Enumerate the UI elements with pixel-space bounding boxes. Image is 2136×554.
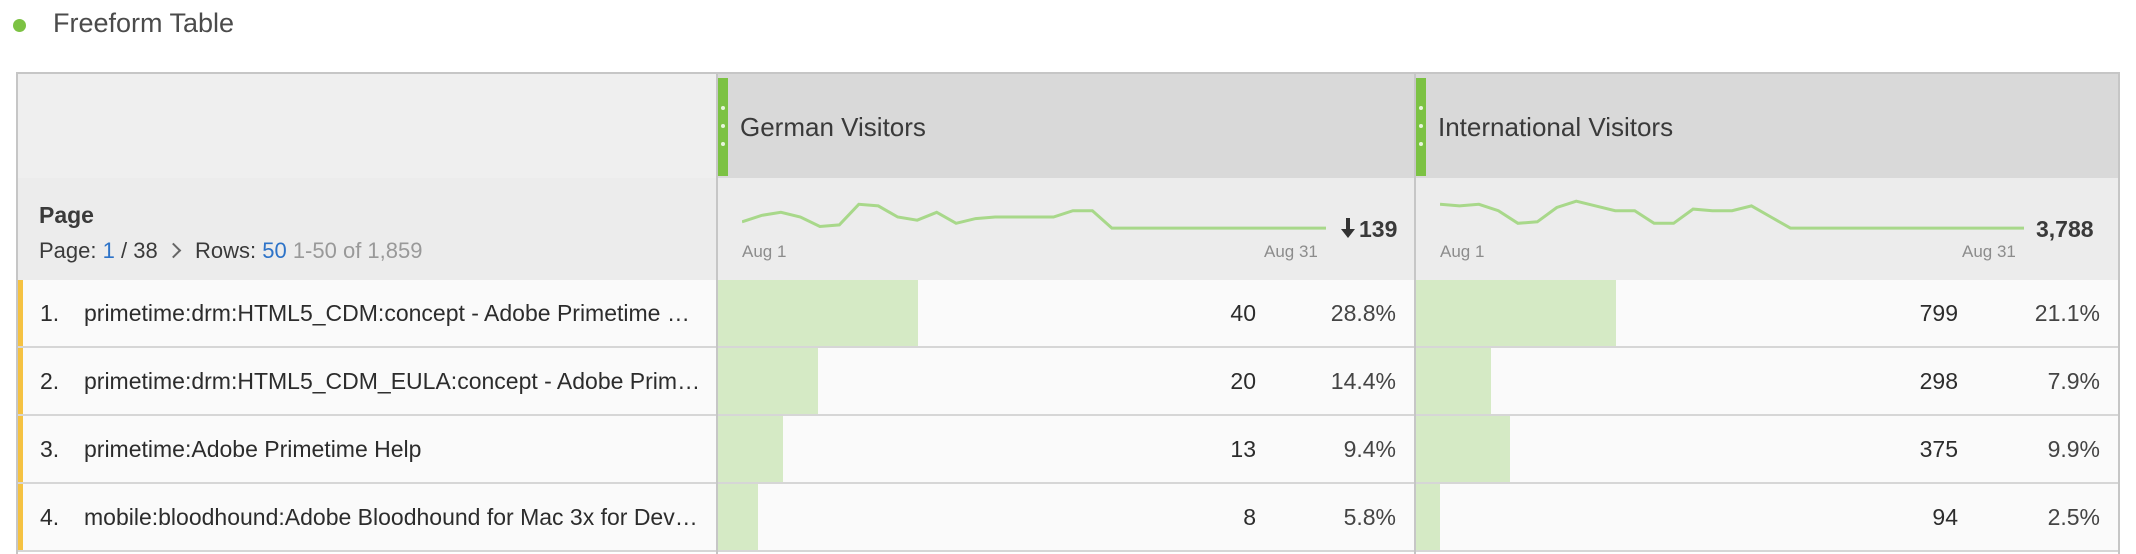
metric-cell[interactable]: 13 9.4% [718, 416, 1414, 482]
row-label[interactable]: primetime:Adobe Primetime Help [84, 436, 422, 462]
metric-value: 8 [1243, 504, 1256, 530]
total-german-visitors: 139 [1340, 216, 1397, 243]
table-header: German Visitors International Visitors [18, 74, 2118, 180]
metric-value: 799 [1919, 300, 1958, 326]
total-international-visitors: 3,788 [2036, 216, 2094, 242]
panel-header: Freeform Table [0, 0, 600, 54]
sparkline-german-visitors [742, 202, 1326, 230]
table-row[interactable]: 1. primetime:drm:HTML5_CDM:concept - Ado… [18, 280, 2118, 348]
metric-bar [1416, 280, 1616, 346]
total-value: 139 [1359, 216, 1398, 242]
metric-bar [718, 280, 918, 346]
metric-bar [1416, 484, 1440, 550]
metric-value: 13 [1230, 436, 1256, 462]
pagination: Page: 1 / 38 Rows: 50 1-50 of 1,859 [39, 238, 422, 264]
metric-cell[interactable]: 298 7.9% [1416, 348, 2118, 414]
metric-percent: 2.5% [2047, 504, 2100, 530]
current-page-link[interactable]: 1 [102, 238, 115, 263]
dimension-label[interactable]: Page [39, 202, 94, 228]
arrow-down-icon [1341, 218, 1355, 238]
metric-cell[interactable]: 94 2.5% [1416, 484, 2118, 550]
row-label[interactable]: primetime:drm:HTML5_CDM_EULA:concept - A… [84, 368, 704, 394]
row-label[interactable]: mobile:bloodhound:Adobe Bloodhound for M… [84, 504, 704, 530]
row-accent [18, 484, 23, 550]
metric-value: 20 [1230, 368, 1256, 394]
freeform-table: German Visitors International Visitors P… [16, 72, 2120, 554]
metric-percent: 28.8% [1330, 300, 1396, 326]
drag-handle-icon[interactable] [718, 78, 728, 176]
metric-cell[interactable]: 40 28.8% [718, 280, 1414, 346]
sparkline-trend-line [742, 202, 1326, 230]
metric-value: 375 [1919, 436, 1958, 462]
metric-header-german-visitors[interactable]: German Visitors [718, 74, 1414, 178]
summary-row: Page Page: 1 / 38 Rows: 50 1-50 of 1,859… [18, 178, 2118, 282]
metric-value: 298 [1919, 368, 1958, 394]
metric-name[interactable]: International Visitors [1438, 112, 1674, 142]
row-accent [18, 348, 23, 414]
metric-bar [1416, 348, 1491, 414]
metric-percent: 5.8% [1343, 504, 1396, 530]
metric-bar [718, 416, 783, 482]
metric-cell[interactable]: 375 9.9% [1416, 416, 2118, 482]
metric-value: 94 [1932, 504, 1958, 530]
metric-name[interactable]: German Visitors [740, 112, 926, 142]
status-dot-icon [13, 19, 26, 32]
metric-cell[interactable]: 799 21.1% [1416, 280, 2118, 346]
column-divider [716, 74, 718, 554]
table-row[interactable]: 2. primetime:drm:HTML5_CDM_EULA:concept … [18, 348, 2118, 416]
table-row[interactable]: 4. mobile:bloodhound:Adobe Bloodhound fo… [18, 484, 2118, 552]
page-prefix: Page: [39, 238, 97, 263]
metric-percent: 21.1% [2034, 300, 2100, 326]
row-number: 1. [40, 300, 60, 326]
rows-prefix: Rows: [194, 238, 257, 263]
metric-bar [1416, 416, 1510, 482]
table-row[interactable]: 3. primetime:Adobe Primetime Help 13 9.4… [18, 416, 2118, 484]
trend-end-label: Aug 31 [1264, 242, 1318, 261]
trend-end-label: Aug 31 [1962, 242, 2016, 261]
total-pages: / 38 [121, 238, 158, 263]
row-label[interactable]: primetime:drm:HTML5_CDM:concept - Adobe … [84, 300, 704, 326]
trend-start-label: Aug 1 [1440, 242, 1485, 261]
metric-percent: 7.9% [2047, 368, 2100, 394]
dimension-header-cell [18, 74, 718, 178]
column-divider [1414, 74, 1416, 554]
sparkline-trend-line [1440, 199, 2024, 230]
rows-per-page-link[interactable]: 50 [262, 238, 287, 263]
sparkline-international-visitors [1440, 199, 2024, 230]
row-accent [18, 416, 23, 482]
drag-handle-icon[interactable] [1416, 78, 1426, 176]
row-number: 3. [40, 436, 60, 462]
metric-percent: 9.4% [1343, 436, 1396, 462]
row-accent [18, 280, 23, 346]
next-page-chevron-icon[interactable] [165, 242, 182, 259]
row-number: 2. [40, 368, 60, 394]
metric-percent: 9.9% [2047, 436, 2100, 462]
row-range: 1-50 of 1,859 [292, 238, 423, 263]
trend-start-label: Aug 1 [742, 242, 787, 261]
row-number: 4. [40, 504, 60, 530]
metric-value: 40 [1230, 300, 1256, 326]
metric-cell[interactable]: 20 14.4% [718, 348, 1414, 414]
metric-bar [718, 348, 818, 414]
metric-percent: 14.4% [1330, 368, 1396, 394]
metric-cell[interactable]: 8 5.8% [718, 484, 1414, 550]
metric-bar [718, 484, 758, 550]
panel-title[interactable]: Freeform Table [53, 8, 235, 38]
metric-header-international-visitors[interactable]: International Visitors [1416, 74, 2118, 178]
